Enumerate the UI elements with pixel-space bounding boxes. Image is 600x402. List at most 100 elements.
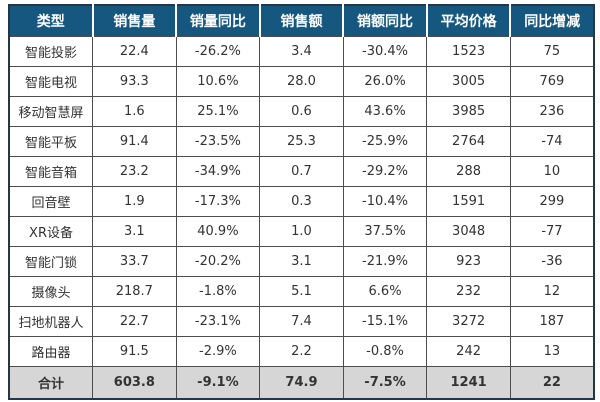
- table-row: 路由器 91.5 -2.9% 2.2 -0.8% 242 13: [9, 336, 594, 367]
- value-cell: -30.4%: [342, 36, 428, 67]
- value-cell: -15.1%: [342, 306, 428, 337]
- value-cell: 25.1%: [175, 96, 261, 127]
- value-cell: 769: [509, 66, 594, 97]
- value-cell: 22: [509, 366, 594, 400]
- value-cell: 10.6%: [175, 66, 261, 97]
- value-cell: -21.9%: [342, 246, 428, 277]
- value-cell: 22.4: [92, 36, 177, 67]
- value-cell: -0.8%: [342, 336, 428, 367]
- value-cell: 3048: [426, 216, 511, 247]
- value-cell: -9.1%: [175, 366, 261, 400]
- value-cell: -7.5%: [342, 366, 428, 400]
- category-cell: 合计: [9, 366, 94, 400]
- value-cell: 0.3: [259, 186, 344, 217]
- value-cell: 13: [509, 336, 594, 367]
- value-cell: 2764: [426, 126, 511, 157]
- value-cell: 28.0: [259, 66, 344, 97]
- value-cell: 1591: [426, 186, 511, 217]
- value-cell: 10: [509, 156, 594, 187]
- value-cell: 3.1: [92, 216, 177, 247]
- table-row: 智能投影 22.4 -26.2% 3.4 -30.4% 1523 75: [9, 36, 594, 67]
- column-header-1: 销售量: [91, 5, 177, 37]
- value-cell: -17.3%: [175, 186, 261, 217]
- value-cell: -74: [509, 126, 594, 157]
- value-cell: 1.6: [92, 96, 177, 127]
- value-cell: -29.2%: [342, 156, 428, 187]
- table-row: 智能音箱 23.2 -34.9% 0.7 -29.2% 288 10: [9, 156, 594, 187]
- value-cell: 74.9: [259, 366, 344, 400]
- value-cell: -20.2%: [175, 246, 261, 277]
- value-cell: 1523: [426, 36, 511, 67]
- value-cell: 299: [509, 186, 594, 217]
- category-cell: XR设备: [9, 216, 94, 247]
- value-cell: 3272: [426, 306, 511, 337]
- category-cell: 智能投影: [9, 36, 94, 67]
- value-cell: 7.4: [259, 306, 344, 337]
- table-row: 摄像头 218.7 -1.8% 5.1 6.6% 232 12: [9, 276, 594, 307]
- value-cell: 1241: [426, 366, 511, 400]
- category-cell: 回音壁: [9, 186, 94, 217]
- value-cell: 23.2: [92, 156, 177, 187]
- value-cell: 187: [509, 306, 594, 337]
- value-cell: -23.1%: [175, 306, 261, 337]
- value-cell: -10.4%: [342, 186, 428, 217]
- column-header-3: 销售额: [258, 5, 344, 37]
- category-cell: 移动智慧屏: [9, 96, 94, 127]
- table-body: 智能投影 22.4 -26.2% 3.4 -30.4% 1523 75 智能电视 93.3 10.…: [9, 36, 594, 400]
- column-header-2: 销量同比: [175, 5, 260, 37]
- value-cell: 12: [509, 276, 594, 307]
- value-cell: 218.7: [92, 276, 177, 307]
- column-header-0: 类型: [9, 5, 93, 37]
- value-cell: 6.6%: [342, 276, 428, 307]
- column-header-5: 平均价格: [425, 5, 511, 37]
- value-cell: -23.5%: [175, 126, 261, 157]
- value-cell: 0.6: [259, 96, 344, 127]
- value-cell: 25.3: [259, 126, 344, 157]
- column-header-6: 同比增减: [509, 5, 594, 37]
- category-cell: 智能平板: [9, 126, 94, 157]
- table-row: 智能门锁 33.7 -20.2% 3.1 -21.9% 923 -36: [9, 246, 594, 277]
- header-row: 类型 销售量 销量同比 销售额 销额同比 平均价格 同比增减: [9, 5, 594, 37]
- value-cell: 603.8: [92, 366, 177, 400]
- value-cell: 3005: [426, 66, 511, 97]
- table-row: 移动智慧屏 1.6 25.1% 0.6 43.6% 3985 236: [9, 96, 594, 127]
- value-cell: 26.0%: [342, 66, 428, 97]
- value-cell: -25.9%: [342, 126, 428, 157]
- value-cell: 232: [426, 276, 511, 307]
- value-cell: -36: [509, 246, 594, 277]
- value-cell: -26.2%: [175, 36, 261, 67]
- value-cell: 923: [426, 246, 511, 277]
- value-cell: 33.7: [92, 246, 177, 277]
- total-row: 合计 603.8 -9.1% 74.9 -7.5% 1241 22: [9, 366, 594, 400]
- category-cell: 扫地机器人: [9, 306, 94, 337]
- value-cell: -34.9%: [175, 156, 261, 187]
- table-row: 扫地机器人 22.7 -23.1% 7.4 -15.1% 3272 187: [9, 306, 594, 337]
- value-cell: 1.0: [259, 216, 344, 247]
- value-cell: 242: [426, 336, 511, 367]
- table-row: 回音壁 1.9 -17.3% 0.3 -10.4% 1591 299: [9, 186, 594, 217]
- category-cell: 摄像头: [9, 276, 94, 307]
- value-cell: 37.5%: [342, 216, 428, 247]
- category-cell: 智能门锁: [9, 246, 94, 277]
- value-cell: 236: [509, 96, 594, 127]
- value-cell: -77: [509, 216, 594, 247]
- sales-table: 类型 销售量 销量同比 销售额 销额同比 平均价格 同比增减 智能投影 22.4 -26.2% 3…: [8, 4, 595, 400]
- value-cell: 3.4: [259, 36, 344, 67]
- value-cell: 3.1: [259, 246, 344, 277]
- value-cell: 93.3: [92, 66, 177, 97]
- value-cell: 22.7: [92, 306, 177, 337]
- value-cell: 1.9: [92, 186, 177, 217]
- column-header-4: 销额同比: [342, 5, 427, 37]
- value-cell: 5.1: [259, 276, 344, 307]
- value-cell: -1.8%: [175, 276, 261, 307]
- table-header: 类型 销售量 销量同比 销售额 销额同比 平均价格 同比增减: [9, 5, 594, 37]
- value-cell: 91.5: [92, 336, 177, 367]
- category-cell: 智能电视: [9, 66, 94, 97]
- category-cell: 智能音箱: [9, 156, 94, 187]
- value-cell: 40.9%: [175, 216, 261, 247]
- table-row: 智能平板 91.4 -23.5% 25.3 -25.9% 2764 -74: [9, 126, 594, 157]
- value-cell: 91.4: [92, 126, 177, 157]
- table-row: XR设备 3.1 40.9% 1.0 37.5% 3048 -77: [9, 216, 594, 247]
- value-cell: -2.9%: [175, 336, 261, 367]
- value-cell: 0.7: [259, 156, 344, 187]
